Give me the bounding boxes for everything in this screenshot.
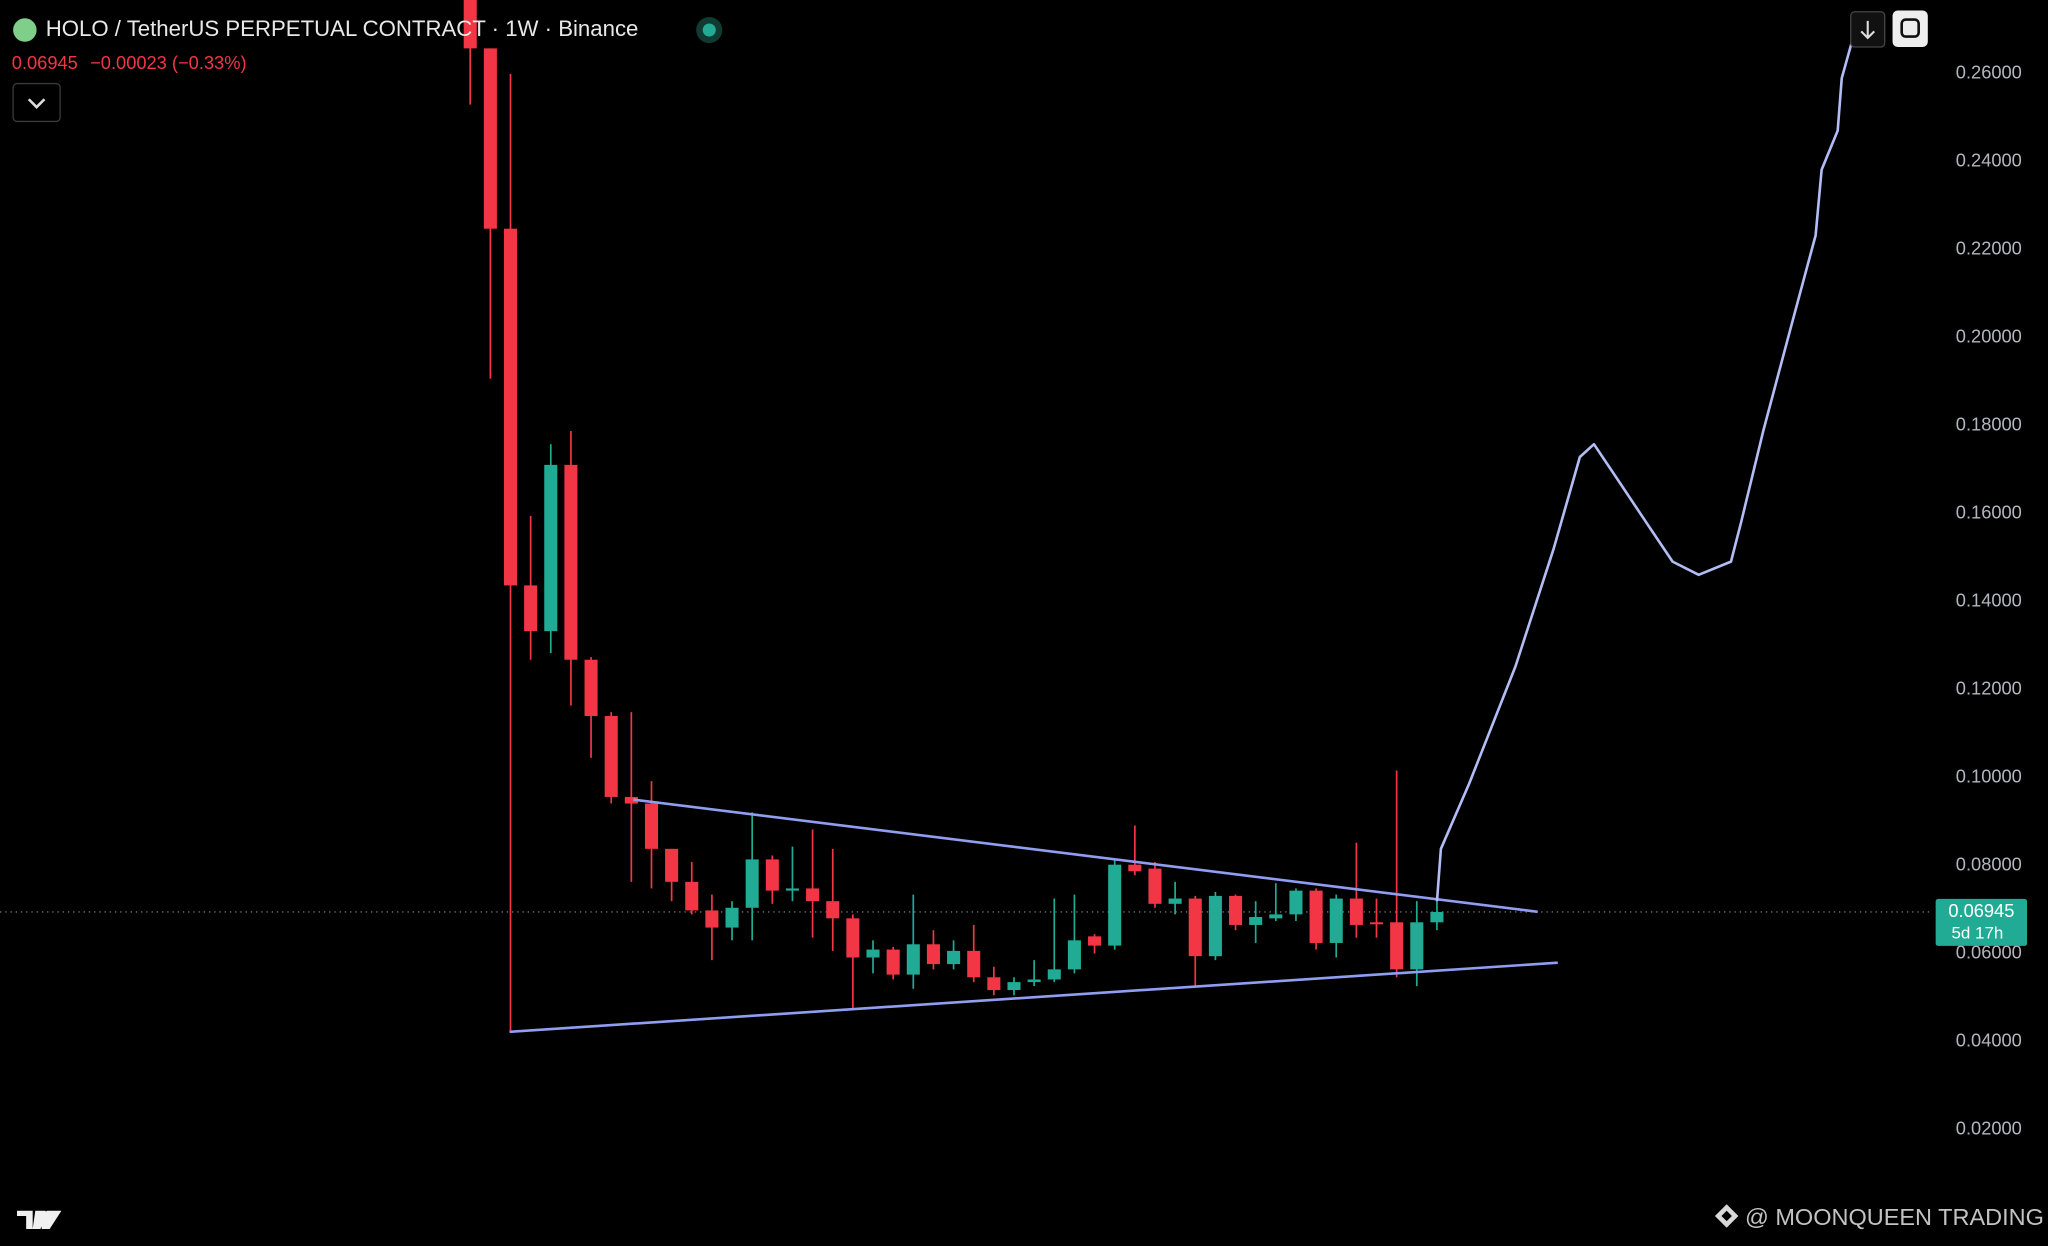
candle-body [1047, 969, 1061, 980]
y-tick-label: 0.08000 [1956, 853, 2022, 874]
chevron-icon [27, 98, 46, 109]
candle-body [503, 228, 518, 586]
y-tick-label: 0.04000 [1956, 1029, 2022, 1050]
y-tick-label: 0.14000 [1956, 589, 2022, 610]
candle-body [1188, 898, 1202, 957]
candle-body [685, 881, 699, 911]
price-label-box [1935, 898, 2028, 946]
download-icon [1860, 20, 1875, 40]
candle-body [1128, 864, 1142, 872]
drawing-line [509, 961, 1558, 1034]
candle-body [1309, 890, 1323, 943]
y-tick-label: 0.02000 [1956, 1117, 2022, 1138]
candle-body [967, 950, 981, 978]
candle-body [1369, 922, 1384, 925]
chart-title: HOLO / TetherUS PERPETUAL CONTRACT · 1W … [46, 16, 639, 41]
candle-body [1249, 917, 1263, 925]
countdown-label: 5d 17h [1951, 924, 2003, 943]
candle-body [665, 848, 679, 882]
candle-body [1329, 898, 1343, 943]
candle-body [463, 0, 477, 49]
y-tick-label: 0.24000 [1956, 150, 2022, 171]
candle-body [725, 907, 739, 928]
candle-body [1088, 936, 1102, 946]
candle-body [705, 910, 719, 928]
symbol-icon [13, 18, 37, 42]
candle-body [1430, 911, 1444, 923]
candle-body [483, 48, 497, 229]
price-label: 0.06945 [1948, 900, 2014, 921]
tradingview-logo [17, 1210, 62, 1230]
y-tick-label: 0.18000 [1956, 414, 2022, 435]
y-tick-label: 0.22000 [1956, 238, 2022, 259]
candle-body [846, 918, 860, 958]
y-tick-label: 0.26000 [1956, 62, 2022, 83]
candle-body [1148, 868, 1162, 904]
candle-body [1289, 890, 1303, 915]
y-tick-label: 0.12000 [1956, 677, 2022, 698]
candle-body [584, 659, 598, 717]
candle-body [987, 977, 1001, 991]
watermark: @ MOONQUEEN TRADING [1745, 1204, 2044, 1230]
candle-body [926, 944, 940, 965]
candle-body [1390, 922, 1404, 970]
candle-body [1229, 895, 1243, 925]
candle-body [785, 888, 799, 891]
y-tick-label: 0.16000 [1956, 502, 2022, 523]
candle-body [524, 585, 538, 632]
y-tick-label: 0.06000 [1956, 941, 2022, 962]
candle-body [1067, 940, 1081, 970]
last-price: 0.06945 [12, 52, 78, 73]
candle-body [1410, 922, 1424, 970]
candle-body [947, 950, 961, 965]
status-dot [702, 23, 716, 37]
candle-body [886, 949, 900, 975]
candle-body [806, 888, 820, 902]
y-tick-label: 0.20000 [1956, 326, 2022, 347]
collapse-button[interactable] [12, 82, 61, 123]
candle-body [1269, 914, 1283, 919]
candle-body [1027, 979, 1041, 983]
candle-body [544, 464, 558, 632]
candle-body [906, 944, 920, 975]
candle-body [1208, 895, 1222, 957]
candle-body [1108, 864, 1122, 946]
y-tick-label: 0.10000 [1956, 765, 2022, 786]
candle-body [745, 859, 759, 908]
candle-body [1168, 898, 1182, 904]
candle-body [624, 796, 638, 804]
candle-body [644, 803, 659, 849]
fullscreen-icon [1900, 18, 1920, 38]
price-change: −0.00023 (−0.33%) [90, 52, 246, 73]
candle-body [1349, 898, 1363, 925]
candle-body [765, 859, 779, 891]
drawing-line [1435, 12, 1862, 902]
candle-body [604, 716, 618, 797]
candle-body [1007, 982, 1021, 991]
candle-body [564, 464, 578, 660]
candle-body [866, 949, 880, 958]
candle-body [826, 901, 840, 919]
fullscreen-button[interactable] [1892, 10, 1928, 48]
drawing-line [633, 798, 1538, 914]
plot-area: 0.02000 0.04000 0.06000 0.08000 0.10000 0.120… [0, 0, 2028, 1138]
